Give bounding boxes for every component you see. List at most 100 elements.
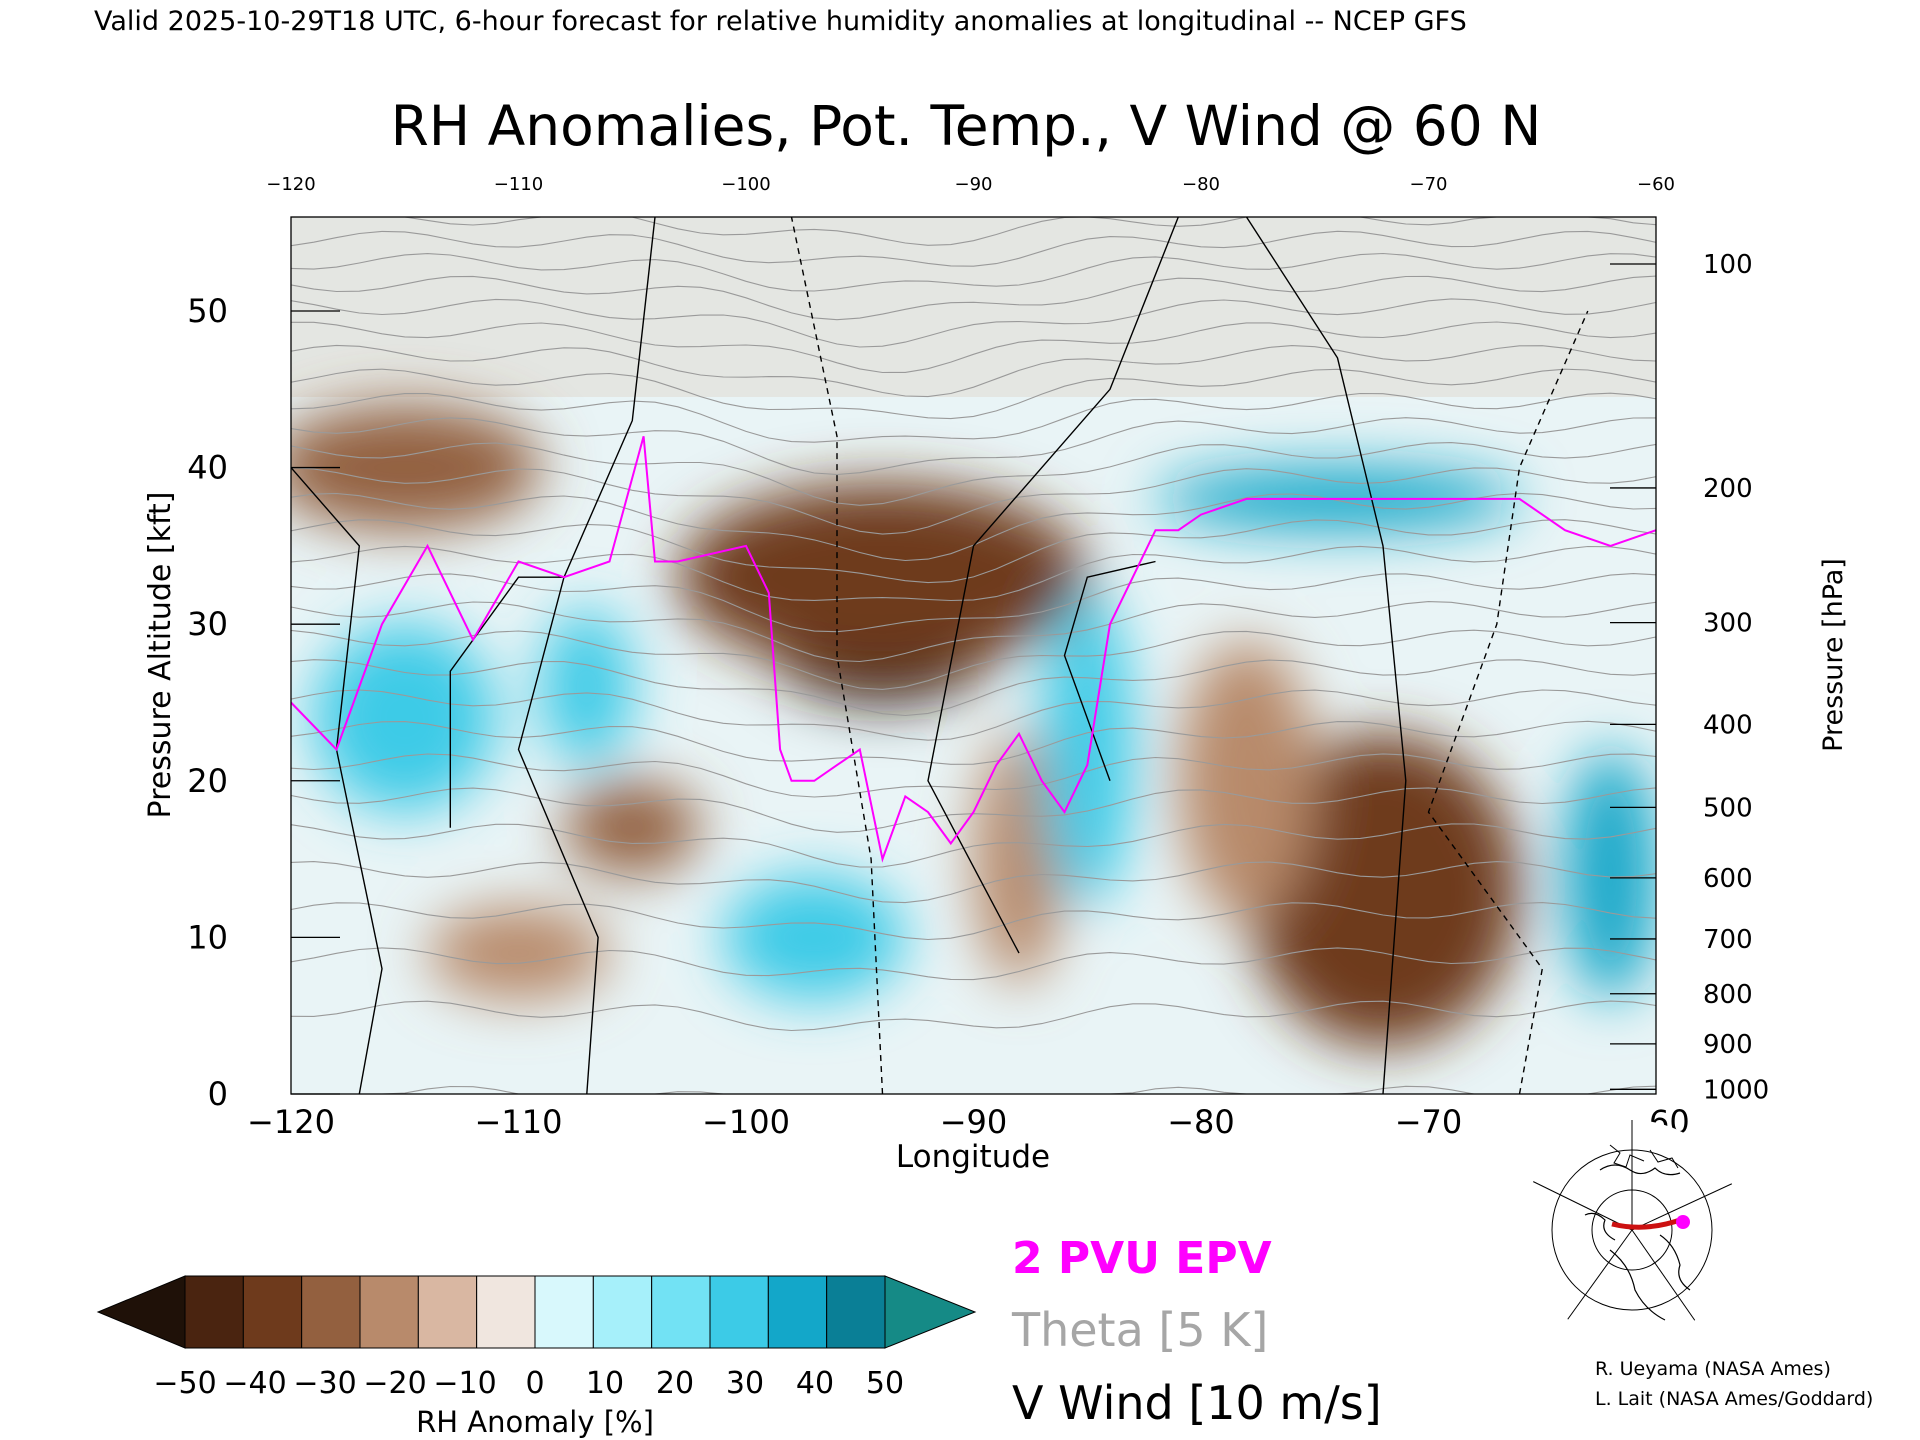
theta-contour [291,252,1656,292]
theta-contour [291,298,1656,348]
colorbar-tick-label: 40 [796,1366,834,1401]
credit-line-2: L. Lait (NASA Ames/Goddard) [1595,1388,1873,1410]
colorbar-segment [242,1275,303,1349]
theta-contour [291,601,1656,663]
theta-contours [291,217,1656,1094]
theta-contour [291,861,1656,904]
theta-contour [291,629,1656,690]
pressure-tick-label: 500 [1703,793,1753,823]
theta-contour [291,573,1656,633]
legend-vwind: V Wind [10 m/s] [1012,1376,1382,1430]
colorbar-tick-label: −40 [223,1366,286,1401]
theta-contour [291,321,1656,374]
pressure-tick-label: 300 [1703,609,1753,639]
plot-area [290,216,1657,1095]
x-tick-label: −100 [702,1103,790,1141]
rh-anomaly-region [427,906,610,1001]
theta-contour [291,467,1656,535]
colorbar: −50 −40 −30 −20 −10 0 10 20 30 40 50 [96,1275,977,1401]
v-wind-contour [927,217,1179,954]
x-axis-top: −120 −110 −100 −90 −80 −70 −60 [266,174,1675,195]
theta-contour [291,1000,1656,1032]
rh-anomaly-region [313,624,496,813]
x-tick-label: −90 [940,1103,1008,1141]
y-tick-label: 30 [187,605,228,643]
theta-contour [291,442,1656,506]
epv-2pvu-path [291,436,1656,863]
colorbar-tick-label: −30 [293,1366,356,1401]
x-top-tick-label: −100 [721,174,770,195]
y-tick-label: 10 [187,918,228,956]
theta-contour [291,1085,1656,1094]
v-wind-contour [1245,217,1407,1094]
x-top-tick-label: −90 [955,174,993,195]
y-tick-label: 40 [187,449,228,487]
v-wind-contour [517,217,656,1094]
y-axis-label: Pressure Altitude [kft] [143,492,178,819]
y-tick-marks [291,263,1656,1095]
colorbar-segment [767,1275,828,1349]
colorbar-tick-label: −20 [363,1366,426,1401]
y2-axis-label: Pressure [hPa] [1818,558,1849,752]
x-axis-label: Longitude [896,1139,1050,1175]
y-axis-left: 0 10 20 30 40 50 [187,292,228,1113]
theta-contour [291,659,1656,717]
theta-contour [291,947,1656,981]
theta-contour [291,902,1656,941]
x-top-tick-label: −60 [1637,174,1675,195]
v-wind-contour [790,217,884,1094]
colorbar-segment [826,1275,886,1349]
x-top-tick-label: −110 [494,174,543,195]
theta-contour [291,753,1656,798]
pressure-tick-label: 900 [1703,1030,1753,1060]
theta-contour [291,230,1656,267]
colorbar-segment [476,1275,536,1349]
colorbar-segment [184,1275,244,1349]
colorbar-segment [534,1275,594,1349]
theta-contour [291,368,1656,420]
rh-anomaly-region [1041,592,1133,907]
pressure-tick-label: 600 [1703,864,1753,894]
rh-anomaly-region [973,733,1065,985]
rh-anomaly-region [291,404,542,531]
theta-contour [291,823,1656,868]
y-tick-label: 0 [208,1075,228,1113]
v-wind-contour [1063,560,1156,782]
colorbar-segment [709,1275,769,1349]
colorbar-segment [592,1275,653,1349]
rh-anomaly-region [1565,749,1656,1001]
plot-frame [290,216,1657,1095]
legend-theta: Theta [5 K] [1011,1303,1268,1357]
colorbar-tick-label: 0 [525,1366,544,1401]
theta-contour [291,344,1656,398]
colorbar-segment [417,1275,478,1349]
colorbar-tick-label: 50 [866,1366,904,1401]
y-tick-label: 20 [187,762,228,800]
theta-contour [291,689,1656,741]
v-wind-contour [1427,310,1589,1094]
rh-anomaly-region [723,874,906,1001]
y-axis-right-pressure: 100 200 300 400 500 600 700 800 900 1000 [1703,250,1769,1105]
colorbar-segment [359,1275,419,1349]
theta-contour [291,519,1656,584]
legend-epv: 2 PVU EPV [1012,1233,1272,1284]
pressure-tick-label: 200 [1703,474,1753,504]
colorbar-tick-label: −10 [433,1366,496,1401]
x-tick-label: −120 [247,1103,335,1141]
colorbar-low-arrow [96,1275,186,1349]
valid-time-line: Valid 2025-10-29T18 UTC, 6-hour forecast… [94,6,1467,37]
theta-contour [291,217,1656,246]
credit-line-1: R. Ueyama (NASA Ames) [1595,1358,1831,1380]
pressure-tick-label: 1000 [1703,1075,1769,1105]
location-marker [1676,1215,1690,1229]
pressure-tick-label: 700 [1703,925,1753,955]
x-top-tick-label: −120 [266,174,315,195]
pressure-tick-label: 100 [1703,250,1753,280]
pressure-tick-label: 400 [1703,710,1753,740]
rh-anomaly-region [1246,733,1520,1048]
epv-2pvu-line [291,436,1656,863]
colorbar-label: RH Anomaly [%] [416,1405,654,1439]
colorbar-segment [651,1275,711,1349]
rh-anomaly-region [1178,639,1315,922]
colorbar-tick-label: −50 [153,1366,216,1401]
